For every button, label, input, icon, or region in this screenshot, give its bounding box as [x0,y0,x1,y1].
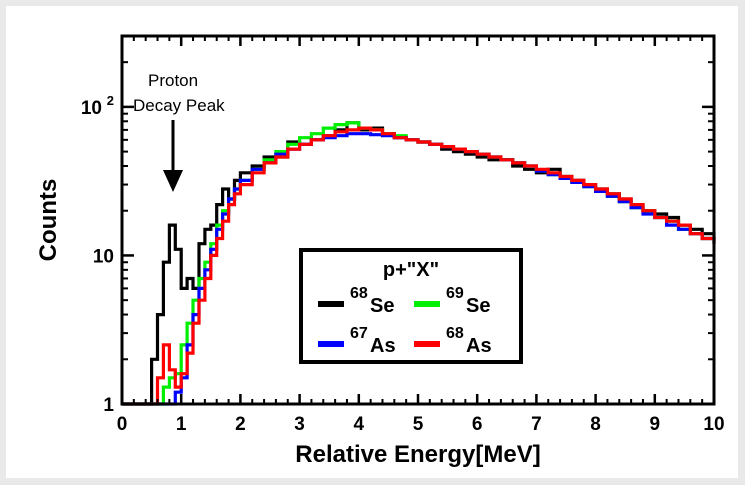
series-68As-line [122,126,716,406]
figure-frame: 0 1 2 3 4 5 6 7 8 9 10 1 10 10 2 Relative Energy[MeV] … [6,6,738,478]
y-axis-title: Counts [35,179,62,262]
y-tick-exponent: 2 [107,93,114,108]
x-tick-label: 3 [294,414,305,435]
series-layer [122,121,716,406]
x-axis-title: Relative Energy[MeV] [295,441,540,468]
legend-mass-67As: 67 [350,325,368,342]
x-tick-label: 6 [472,414,483,435]
legend-element-68Se: Se [370,295,394,317]
annotation-line-1: Proton [148,71,198,90]
y-tick-label: 1 [103,395,114,416]
legend-element-69Se: Se [466,295,490,317]
x-tick-label: 7 [531,414,542,435]
x-tick-label: 0 [117,414,128,435]
legend-mass-68Se: 68 [350,285,368,302]
y-tick-label: 10 [93,246,114,267]
x-tick-label: 5 [413,414,424,435]
x-tick-label: 9 [650,414,661,435]
x-tick-label: 10 [703,414,724,435]
legend-mass-69Se: 69 [446,285,464,302]
x-tick-label: 1 [176,414,187,435]
proton-decay-annotation: Proton Decay Peak [133,71,225,192]
legend-title: p+"X" [383,259,439,281]
legend-element-67As: As [370,335,396,357]
legend-mass-68As: 68 [446,325,464,342]
x-tick-label: 8 [590,414,601,435]
annotation-line-2: Decay Peak [133,96,225,115]
legend-element-68As: As [466,335,492,357]
y-tick-label: 10 [81,98,102,119]
annotation-arrow-head [163,170,183,192]
x-tick-label: 4 [354,414,365,435]
x-tick-label: 2 [235,414,246,435]
